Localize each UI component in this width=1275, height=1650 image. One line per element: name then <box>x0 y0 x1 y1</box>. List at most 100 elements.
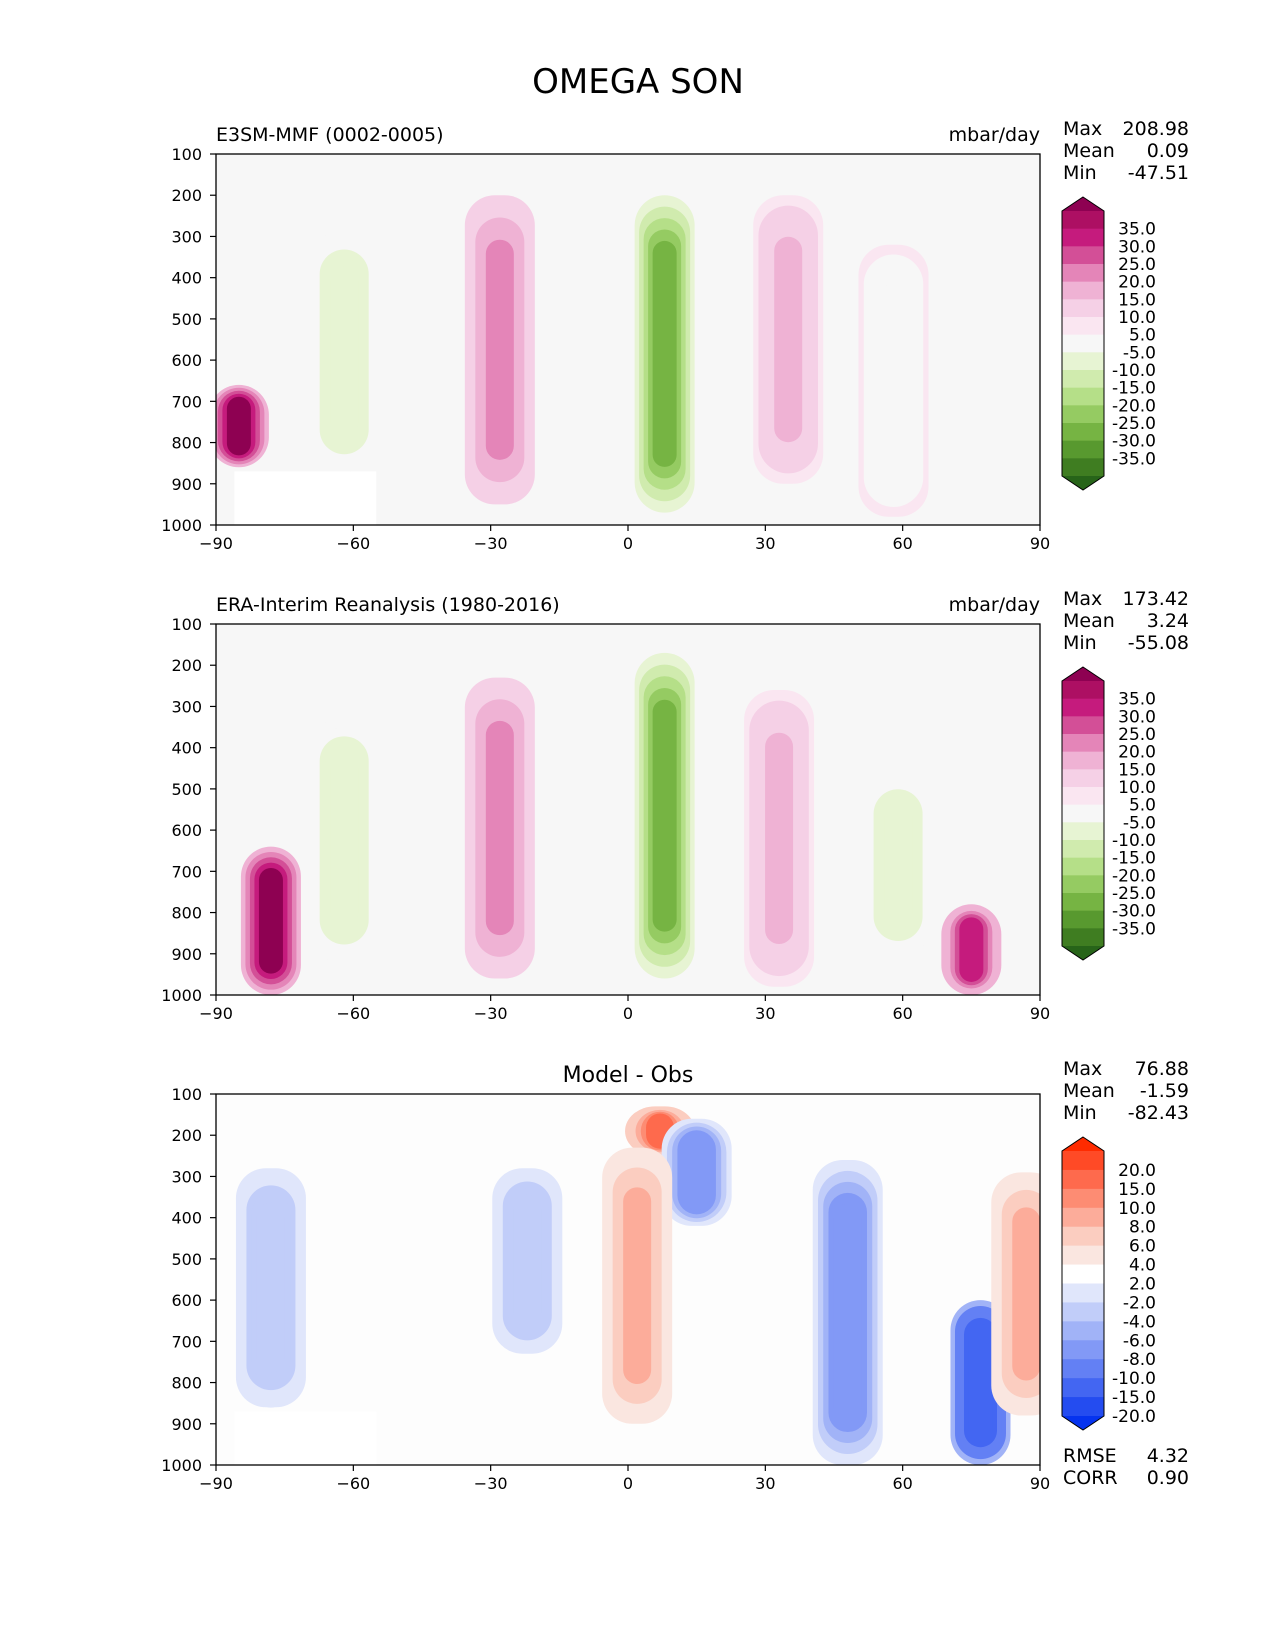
y-tick-label: 1000 <box>161 516 202 535</box>
y-tick-label: 400 <box>171 1209 202 1228</box>
colorbar-label: 8.0 <box>1129 1218 1156 1238</box>
colorbar-band <box>1062 1245 1104 1266</box>
contour-region <box>968 1323 993 1442</box>
contour-region <box>485 720 514 936</box>
colorbar-label: 6.0 <box>1129 1237 1156 1257</box>
colorbar-extend-max <box>1062 197 1104 211</box>
colorbar-extend-min <box>1062 476 1104 490</box>
contour-region <box>959 917 984 982</box>
colorbar-band <box>1062 1207 1104 1228</box>
colorbar-band <box>1062 1340 1104 1360</box>
y-tick-label: 300 <box>171 1167 202 1186</box>
y-tick-label: 400 <box>171 739 202 758</box>
contour-region <box>765 732 794 945</box>
colorbar-band <box>1062 822 1104 841</box>
y-tick-label: 100 <box>171 145 202 164</box>
panel-2-mean-value: 3.24 <box>1147 610 1189 632</box>
colorbar-label: 10.0 <box>1118 778 1156 798</box>
colorbar-band <box>1062 751 1104 770</box>
y-tick-label: 700 <box>171 392 202 411</box>
panel-1-title: E3SM-MMF (0002-0005) <box>216 124 444 146</box>
colorbar-label: 2.0 <box>1129 1275 1156 1295</box>
colorbar-band <box>1062 875 1104 894</box>
colorbar-label: -25.0 <box>1112 414 1156 434</box>
panel-1-colorbar: 35.030.025.020.015.010.05.0-5.0-10.0-15.… <box>1061 196 1156 491</box>
missing-data-mask <box>234 1411 377 1466</box>
panel-3: Model - Obs −90 −60 −30 0 30 60 90 100 200 300 400… <box>161 1058 1189 1493</box>
y-tick-label: 600 <box>171 821 202 840</box>
y-tick-label: 600 <box>171 1291 202 1310</box>
colorbar-band <box>1062 857 1104 876</box>
colorbar-label: 20.0 <box>1118 273 1156 293</box>
panel-1-mean-value: 0.09 <box>1147 140 1189 162</box>
contour-region <box>879 283 908 478</box>
x-tick-label: −30 <box>474 1004 508 1023</box>
colorbar-band <box>1062 804 1104 823</box>
contour-region <box>774 236 803 443</box>
x-tick-label: 90 <box>1030 534 1050 553</box>
y-tick-label: 200 <box>171 186 202 205</box>
colorbar-band <box>1062 769 1104 788</box>
panel-3-rmse-label: RMSE <box>1063 1445 1117 1467</box>
missing-data-mask <box>234 471 377 526</box>
y-tick-label: 200 <box>171 656 202 675</box>
panel-2-mean-label: Mean <box>1063 610 1115 632</box>
colorbar-band <box>1062 440 1104 459</box>
y-tick-label: 500 <box>171 1250 202 1269</box>
y-tick-label: 800 <box>171 904 202 923</box>
x-tick-label: 90 <box>1030 1474 1050 1493</box>
contour-region <box>485 239 514 460</box>
panel-3-plot-area: −90 −60 −30 0 30 60 90 100 200 300 400 500 600 700 800… <box>161 1085 1050 1493</box>
colorbar-band <box>1062 1169 1104 1190</box>
colorbar-band <box>1062 698 1104 717</box>
y-tick-label: 400 <box>171 269 202 288</box>
colorbar-band <box>1062 228 1104 247</box>
contour-region <box>330 753 359 927</box>
colorbar-band <box>1062 1378 1104 1398</box>
contour-region <box>833 1203 862 1422</box>
colorbar-label: -15.0 <box>1112 1388 1156 1408</box>
panel-3-colorbar: 20.015.010.08.06.04.02.0-2.0-4.0-6.0-8.0… <box>1061 1136 1156 1431</box>
panel-2-units: mbar/day <box>949 594 1040 616</box>
colorbar-band <box>1062 405 1104 424</box>
colorbar-band <box>1062 1397 1104 1417</box>
panel-2-title: ERA-Interim Reanalysis (1980-2016) <box>216 594 560 616</box>
colorbar-label: 30.0 <box>1118 237 1156 257</box>
panel-3-min-value: -82.43 <box>1128 1102 1189 1124</box>
y-tick-label: 800 <box>171 434 202 453</box>
colorbar-outline <box>1061 196 1105 491</box>
colorbar-band <box>1062 423 1104 442</box>
colorbar-label: 5.0 <box>1129 796 1156 816</box>
colorbar-label: -20.0 <box>1112 866 1156 886</box>
colorbar-label: -2.0 <box>1123 1293 1156 1313</box>
colorbar-label: 10.0 <box>1118 308 1156 328</box>
x-tick-label: 30 <box>755 534 775 553</box>
colorbar-band <box>1062 370 1104 389</box>
colorbar-label: 15.0 <box>1118 1180 1156 1200</box>
contour-region <box>652 699 677 932</box>
panel-3-max-value: 76.88 <box>1135 1058 1189 1080</box>
y-tick-label: 100 <box>171 615 202 634</box>
contour-layer <box>235 1106 1040 1465</box>
x-tick-label: −90 <box>199 1474 233 1493</box>
contour-region <box>682 1134 711 1211</box>
colorbar-label: 25.0 <box>1118 725 1156 745</box>
panel-2: ERA-Interim Reanalysis (1980-2016) mbar/… <box>161 588 1189 1023</box>
colorbar-label: -30.0 <box>1112 432 1156 452</box>
x-tick-label: 0 <box>623 1004 633 1023</box>
x-tick-label: −30 <box>474 534 508 553</box>
x-tick-label: −90 <box>199 1004 233 1023</box>
contour-region <box>652 240 677 467</box>
x-tick-label: −30 <box>474 1474 508 1493</box>
x-tick-label: −60 <box>336 534 370 553</box>
x-tick-label: 60 <box>892 534 912 553</box>
colorbar-label: -8.0 <box>1123 1350 1156 1370</box>
panel-1-min-value: -47.51 <box>1128 162 1189 184</box>
colorbar-band <box>1062 334 1104 353</box>
colorbar-extend-max <box>1062 1137 1104 1151</box>
colorbar-band <box>1062 299 1104 318</box>
colorbar-band <box>1062 1283 1104 1303</box>
x-tick-label: 30 <box>755 1474 775 1493</box>
colorbar-band <box>1062 458 1104 477</box>
